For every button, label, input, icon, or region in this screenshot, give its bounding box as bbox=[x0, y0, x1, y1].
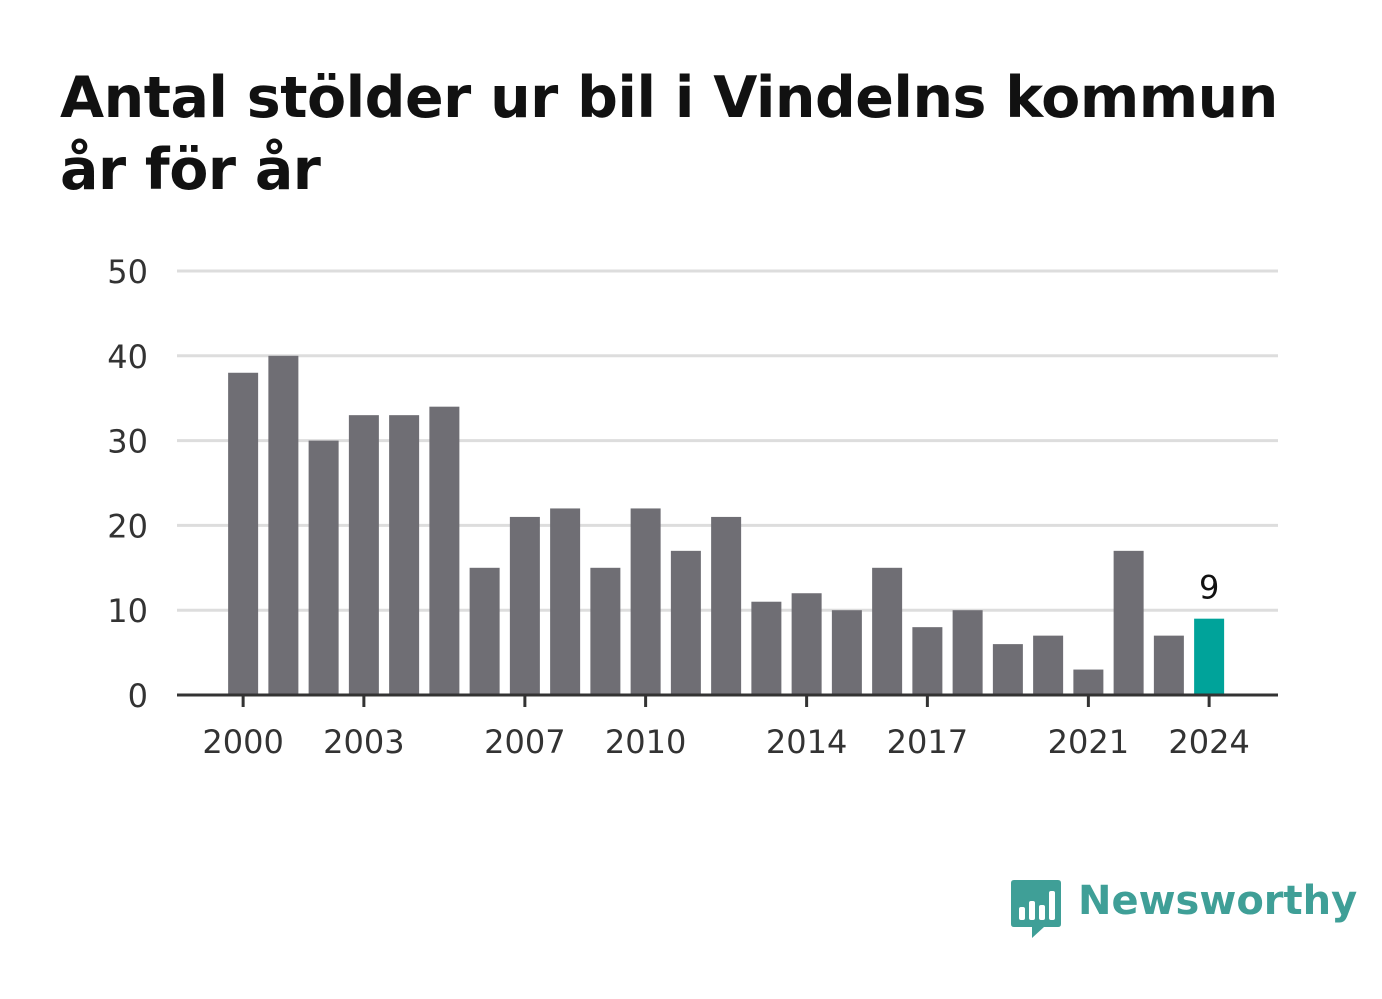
y-tick-label: 40 bbox=[107, 338, 148, 376]
bar-2009 bbox=[590, 567, 621, 695]
x-tick-label: 2024 bbox=[1168, 723, 1249, 761]
bar-2012 bbox=[711, 516, 742, 695]
y-tick-label: 10 bbox=[107, 592, 148, 630]
bar-2011 bbox=[670, 550, 701, 695]
newsworthy-logo-icon bbox=[1011, 880, 1061, 938]
x-tick-label: 2007 bbox=[484, 723, 565, 761]
bar-2006 bbox=[469, 567, 500, 695]
bar-2008 bbox=[550, 508, 581, 695]
bar-2007 bbox=[509, 516, 540, 695]
data-label-2024: 9 bbox=[1199, 569, 1219, 607]
bar-2022 bbox=[1113, 550, 1144, 695]
bar-2016 bbox=[872, 567, 903, 695]
chart-title: Antal stölder ur bil i Vindelns kommun å… bbox=[60, 65, 1278, 203]
bar-2019 bbox=[992, 644, 1023, 695]
bar-2015 bbox=[831, 610, 862, 695]
bars bbox=[228, 355, 1225, 695]
bar-2023 bbox=[1153, 635, 1184, 695]
y-tick-label: 0 bbox=[128, 677, 148, 715]
bar-2020 bbox=[1033, 635, 1064, 695]
y-tick-label: 30 bbox=[107, 423, 148, 461]
bar-2021 bbox=[1073, 669, 1104, 695]
bar-2014 bbox=[791, 593, 822, 695]
y-tick-label: 20 bbox=[107, 507, 148, 545]
bar-2001 bbox=[268, 355, 299, 695]
bar-2013 bbox=[751, 601, 782, 695]
bar-2018 bbox=[952, 610, 983, 695]
y-tick-label: 50 bbox=[107, 253, 148, 291]
y-axis-ticks: 0 10 20 30 40 50 bbox=[107, 253, 148, 715]
bar-2000 bbox=[228, 372, 259, 695]
x-tick-label: 2017 bbox=[887, 723, 968, 761]
x-axis-ticks: 2000 2003 2007 2010 2014 2017 2021 2024 bbox=[202, 695, 1250, 761]
data-labels: 9 bbox=[1199, 569, 1219, 607]
bar-2017 bbox=[912, 627, 943, 695]
bar-2003 bbox=[348, 415, 379, 695]
bar-2024 bbox=[1194, 618, 1225, 695]
brand-name: Newsworthy bbox=[1078, 878, 1358, 924]
bar-2010 bbox=[630, 508, 661, 695]
x-tick-label: 2021 bbox=[1048, 723, 1129, 761]
x-tick-label: 2010 bbox=[605, 723, 686, 761]
newsworthy-brand: Newsworthy bbox=[1010, 878, 1357, 942]
x-tick-label: 2000 bbox=[202, 723, 283, 761]
bar-2005 bbox=[429, 406, 460, 695]
x-tick-label: 2003 bbox=[323, 723, 404, 761]
bar-2004 bbox=[389, 415, 420, 695]
x-tick-label: 2014 bbox=[766, 723, 847, 761]
bar-2002 bbox=[308, 440, 339, 695]
